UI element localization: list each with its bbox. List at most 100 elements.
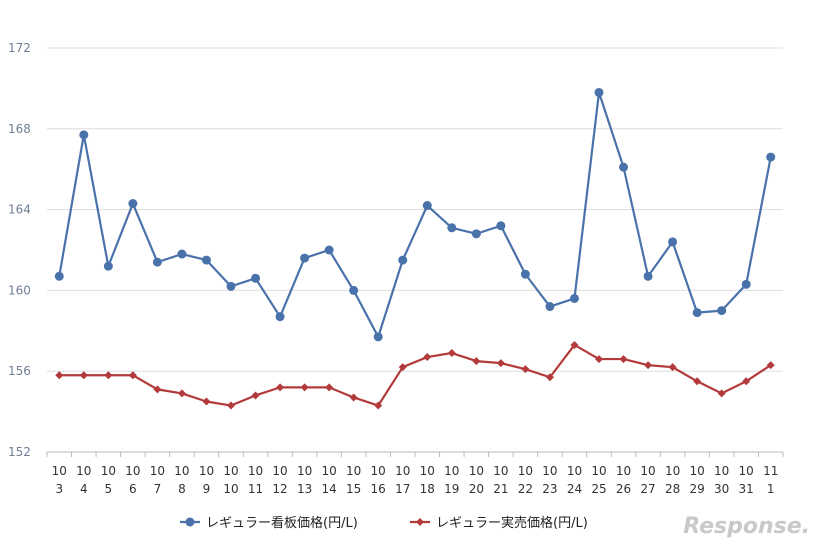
x-tick-label-day: 27	[640, 482, 655, 496]
x-tick-label-month: 11	[763, 464, 778, 478]
x-tick-label-month: 10	[469, 464, 484, 478]
data-point	[398, 255, 408, 265]
y-tick-label: 152	[8, 445, 31, 459]
data-point	[496, 359, 505, 368]
x-tick-label-month: 10	[567, 464, 582, 478]
x-tick-label-month: 10	[174, 464, 189, 478]
data-point	[668, 363, 677, 372]
data-point	[766, 152, 776, 162]
data-point	[447, 349, 456, 358]
y-tick-label: 160	[8, 283, 31, 297]
x-tick-label-month: 10	[518, 464, 533, 478]
x-tick-label-day: 8	[178, 482, 186, 496]
data-point	[570, 340, 579, 349]
x-tick-label-month: 10	[444, 464, 459, 478]
data-point	[201, 255, 211, 265]
data-point	[226, 281, 236, 291]
watermark-text: Response.	[683, 514, 810, 539]
data-point	[104, 371, 113, 380]
x-tick-label-month: 10	[125, 464, 140, 478]
x-tick-label-day: 25	[591, 482, 606, 496]
x-tick-label-day: 21	[493, 482, 508, 496]
data-point	[693, 377, 702, 386]
x-tick-label-month: 10	[297, 464, 312, 478]
y-tick-label: 156	[8, 364, 31, 378]
data-point	[545, 373, 554, 382]
x-tick-label-month: 10	[76, 464, 91, 478]
y-tick-label: 172	[8, 41, 31, 55]
x-tick-label-month: 10	[346, 464, 361, 478]
x-tick-label-day: 12	[272, 482, 287, 496]
x-tick-label-day: 17	[395, 482, 410, 496]
x-tick-label-month: 10	[665, 464, 680, 478]
x-tick-label-day: 20	[469, 482, 484, 496]
x-tick-label-day: 15	[346, 482, 361, 496]
x-tick-label-month: 10	[272, 464, 287, 478]
x-tick-label-day: 24	[567, 482, 582, 496]
y-tick-label: 164	[8, 203, 31, 217]
data-point	[741, 279, 751, 289]
data-point	[595, 355, 603, 364]
y-axis-ticks: 152 156 160 164 168 172	[8, 41, 31, 459]
x-tick-label-day: 19	[444, 482, 459, 496]
x-tick-label-month: 10	[493, 464, 508, 478]
data-point	[324, 245, 334, 255]
data-point	[79, 371, 88, 380]
data-point	[251, 273, 261, 283]
data-point	[177, 249, 187, 259]
x-tick-label-month: 10	[689, 464, 704, 478]
data-point	[717, 389, 726, 398]
data-point	[227, 401, 235, 410]
data-point	[520, 269, 530, 279]
legend: レギュラー看板価格(円/L) レギュラー実売価格(円/L)	[180, 515, 588, 531]
data-point	[55, 371, 64, 380]
data-point	[766, 361, 775, 370]
x-tick-label-month: 10	[223, 464, 238, 478]
data-point	[423, 353, 432, 362]
data-point	[103, 261, 113, 271]
data-point	[128, 371, 137, 380]
data-point	[54, 271, 64, 281]
data-point	[152, 257, 162, 267]
legend-label: レギュラー看板価格(円/L)	[206, 515, 358, 531]
x-tick-label-month: 10	[321, 464, 336, 478]
legend-marker	[185, 517, 195, 527]
data-point	[153, 385, 162, 394]
data-point	[349, 285, 359, 295]
x-tick-label-day: 28	[665, 482, 680, 496]
data-point	[202, 397, 211, 406]
x-tick-label-day: 23	[542, 482, 557, 496]
x-tick-label-month: 10	[420, 464, 435, 478]
x-tick-label-month: 10	[371, 464, 386, 478]
x-tick-label-day: 9	[203, 482, 211, 496]
data-point	[742, 377, 751, 386]
x-tick-label-day: 7	[154, 482, 162, 496]
x-tick-label-month: 10	[150, 464, 165, 478]
x-tick-label-month: 10	[640, 464, 655, 478]
data-point	[398, 363, 407, 372]
y-tick-label: 168	[8, 122, 31, 136]
data-point	[300, 383, 309, 392]
data-point	[373, 332, 383, 342]
data-point	[300, 253, 310, 263]
data-point	[692, 308, 702, 318]
data-point	[643, 271, 653, 281]
x-tick-label-month: 10	[52, 464, 67, 478]
x-tick-label-month: 10	[199, 464, 214, 478]
series-1	[55, 340, 775, 410]
x-axis: 10 3 10 4 10 5 10 6 10 7 10 8 10 9 10 10 10 11 10 12 10 13 10 1…	[46, 452, 784, 496]
x-tick-label-day: 14	[321, 482, 336, 496]
x-tick-label-day: 4	[80, 482, 88, 496]
data-point	[325, 383, 334, 392]
x-tick-label-day: 1	[767, 482, 775, 496]
x-tick-label-month: 10	[101, 464, 116, 478]
data-point	[422, 201, 432, 211]
data-point	[668, 237, 678, 247]
data-point	[644, 361, 653, 370]
data-point	[349, 393, 358, 402]
x-tick-label-day: 26	[616, 482, 631, 496]
series-0	[54, 87, 776, 342]
legend-label: レギュラー実売価格(円/L)	[436, 515, 588, 531]
data-point	[496, 221, 506, 231]
